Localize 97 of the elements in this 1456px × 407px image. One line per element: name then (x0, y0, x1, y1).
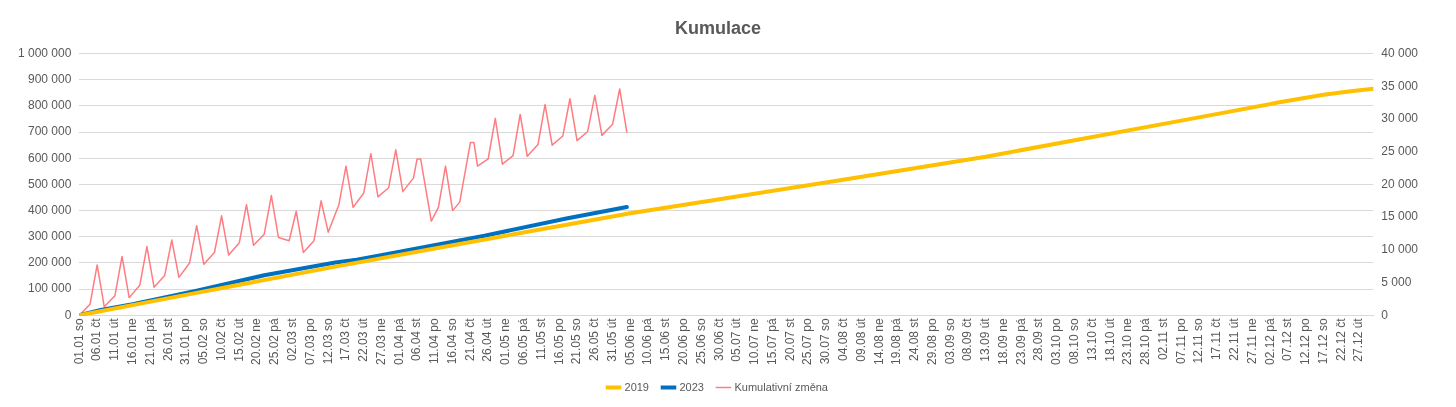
x-tick-label: 17.03 čt (338, 317, 353, 361)
x-tick-label: 12.12 po (1298, 317, 1313, 366)
x-tick-label: 16.04 so (444, 317, 459, 365)
y2-tick-label: 35 000 (1381, 78, 1419, 93)
y2-tick-label: 0 (1381, 307, 1389, 322)
x-tick-label: 15.07 pá (764, 317, 779, 366)
x-tick-label: 06.05 pá (516, 317, 531, 366)
x-tick-label: 30.07 so (818, 317, 833, 365)
x-tick-label: 20.07 st (782, 317, 797, 361)
y-tick-label: 400 000 (27, 202, 72, 217)
y-tick-label: 700 000 (27, 124, 72, 139)
x-tick-label: 08.10 so (1067, 317, 1082, 365)
x-tick-label: 15.06 st (658, 317, 673, 361)
x-tick-label: 23.10 ne (1120, 317, 1135, 366)
x-tick-label: 25.02 pá (267, 317, 282, 366)
x-tick-label: 31.05 út (604, 317, 619, 362)
x-tick-label: 12.03 so (320, 317, 335, 365)
y-tick-label: 1 000 000 (17, 45, 72, 60)
x-tick-label: 11.01 út (107, 317, 122, 361)
x-tick-label: 17.11 čt (1209, 317, 1224, 361)
y-tick-label: 800 000 (27, 98, 72, 113)
x-tick-label: 21.05 so (569, 317, 584, 365)
x-tick-label: 01.04 pá (391, 317, 406, 366)
x-tick-label: 24.08 st (907, 317, 922, 361)
x-tick-label: 22.12 čt (1333, 317, 1348, 361)
y2-tick-label: 5 000 (1381, 274, 1412, 289)
x-tick-label: 08.09 čt (960, 317, 975, 361)
x-tick-label: 22.11 út (1226, 317, 1241, 361)
y-tick-label: 300 000 (27, 229, 72, 244)
x-tick-label: 26.05 čt (587, 317, 602, 361)
x-tick-label: 03.10 po (1049, 317, 1064, 366)
y2-tick-label: 25 000 (1381, 144, 1419, 159)
x-tick-label: 01.05 ne (498, 317, 513, 366)
x-tick-label: 23.09 pá (1013, 317, 1028, 366)
y2-tick-label: 30 000 (1381, 111, 1419, 126)
y2-tick-label: 40 000 (1381, 45, 1419, 60)
x-tick-label: 16.05 po (551, 317, 566, 366)
x-tick-label: 10.02 čt (213, 317, 228, 361)
x-tick-label: 11.04 po (427, 317, 442, 365)
x-tick-label: 31.01 po (178, 317, 193, 366)
x-tick-label: 20.02 ne (249, 317, 264, 366)
chart-title: Kumulace (674, 17, 762, 38)
x-tick-label: 21.04 čt (462, 317, 477, 361)
x-tick-label: 25.06 so (693, 317, 708, 365)
x-tick-label: 05.07 út (729, 317, 744, 362)
x-tick-label: 03.09 so (942, 317, 957, 365)
x-tick-label: 10.06 pá (640, 317, 655, 366)
x-tick-label: 07.12 st (1280, 317, 1295, 361)
y-tick-label: 200 000 (27, 255, 72, 270)
x-tick-label: 27.12 út (1351, 317, 1366, 362)
x-tick-label: 30.06 čt (711, 317, 726, 361)
x-tick-label: 26.01 st (160, 317, 175, 361)
x-tick-label: 02.03 st (284, 317, 299, 361)
x-tick-label: 27.03 ne (373, 317, 388, 366)
x-tick-label: 21.01 pá (142, 317, 157, 366)
y2-tick-label: 20 000 (1381, 176, 1419, 191)
x-tick-label: 06.01 čt (89, 317, 104, 361)
x-tick-label: 20.06 po (676, 317, 690, 366)
y2-tick-label: 10 000 (1381, 242, 1419, 257)
x-tick-label: 28.10 pá (1138, 317, 1153, 366)
x-tick-label: 05.06 ne (622, 317, 637, 366)
x-tick-label: 28.09 st (1031, 317, 1046, 361)
x-tick-label: 05.02 so (196, 317, 211, 365)
x-tick-label: 22.03 út (356, 317, 371, 362)
legend-label: Kumulativní změna (734, 380, 829, 393)
x-tick-label: 11.05 st (533, 317, 548, 361)
x-tick-label: 16.01 ne (125, 317, 140, 366)
x-tick-label: 19.08 pá (889, 317, 904, 366)
y-tick-label: 100 000 (27, 281, 72, 296)
x-tick-label: 27.11 ne (1244, 317, 1259, 365)
y-tick-label: 0 (64, 307, 72, 322)
x-tick-label: 29.08 po (924, 317, 939, 366)
x-tick-label: 18.09 ne (995, 317, 1010, 366)
legend-label: 2023 (679, 380, 704, 393)
x-tick-label: 15.02 út (231, 317, 246, 362)
x-tick-label: 04.08 čt (835, 317, 850, 361)
y-tick-label: 600 000 (27, 150, 72, 165)
legend-label: 2019 (624, 380, 649, 393)
x-tick-label: 13.09 út (978, 317, 993, 362)
y-tick-label: 500 000 (27, 176, 72, 191)
x-tick-label: 10.07 ne (747, 317, 762, 366)
x-tick-label: 17.12 so (1315, 317, 1330, 365)
x-tick-label: 13.10 čt (1084, 317, 1099, 361)
y-tick-label: 900 000 (27, 72, 72, 87)
x-tick-label: 06.04 st (409, 317, 424, 361)
x-tick-label: 07.03 po (302, 317, 317, 366)
x-tick-label: 01.01 so (71, 317, 86, 365)
x-tick-label: 02.11 st (1155, 317, 1170, 361)
x-tick-label: 14.08 ne (871, 317, 886, 366)
x-tick-label: 07.11 po (1173, 317, 1188, 365)
x-tick-label: 09.08 út (853, 317, 868, 362)
x-tick-label: 25.07 po (800, 317, 815, 366)
x-tick-label: 18.10 út (1102, 317, 1117, 362)
x-tick-label: 02.12 pá (1262, 317, 1277, 366)
y2-tick-label: 15 000 (1381, 209, 1419, 224)
x-tick-label: 12.11 so (1191, 317, 1206, 364)
x-tick-label: 26.04 út (480, 317, 495, 362)
